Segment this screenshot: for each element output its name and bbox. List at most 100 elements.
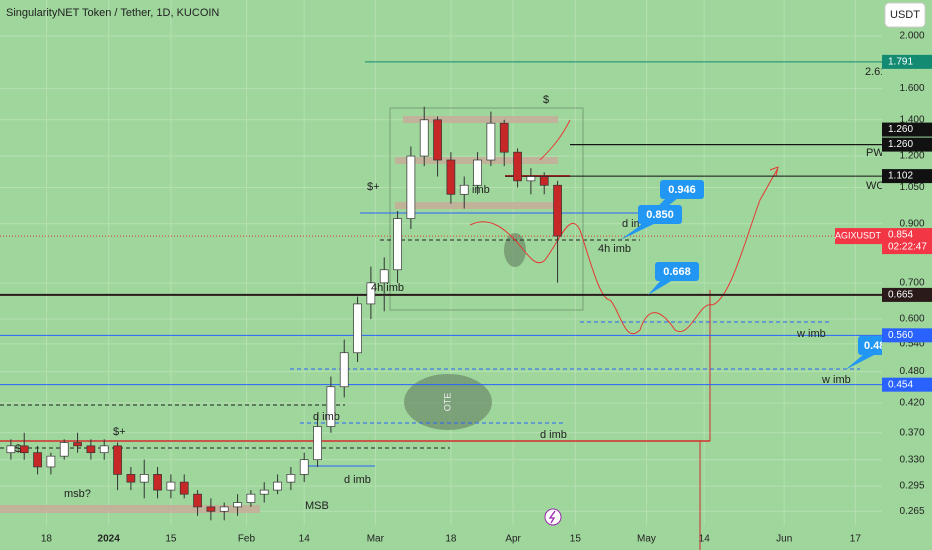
candle-body [379,269,389,284]
callout-label: 0.48 [864,340,885,352]
price-tag [882,169,932,184]
event-icon[interactable] [544,508,562,526]
price-tag [882,287,932,302]
annotation: $ [15,443,21,455]
annotation: w imb [821,374,851,386]
y-tick-label: 0.330 [899,454,924,465]
callout [655,262,699,281]
candle-body [433,119,442,161]
callout [858,336,884,355]
x-tick-label: 18 [41,534,53,545]
projection-path [469,119,779,334]
price-tag-label: 1.260 [888,139,913,150]
last-price-tag [882,228,932,255]
candle-body [353,303,362,354]
range-box [389,107,584,311]
y-tick-label: 0.700 [899,277,924,288]
currency-button[interactable] [884,2,926,28]
y-tick-label: 0.600 [899,314,924,325]
x-tick-label: 15 [165,534,177,545]
annotation: $+ [367,181,380,193]
x-tick-label: May [637,534,656,545]
candle-body [233,502,242,508]
x-tick-label: 18 [445,534,457,545]
callout-pointer [648,280,673,295]
y-tick-label: 0.540 [899,339,924,350]
y-tick-label: 0.295 [899,481,924,492]
candle-body [486,122,496,161]
candle-body [499,122,509,153]
x-tick-label: Jun [776,534,792,545]
last-price-label: 0.854 [888,230,913,241]
candle-body [246,493,256,503]
candle-body [73,442,82,447]
x-tick-label: Apr [505,534,521,545]
annotation: w imb [796,328,826,340]
x-tick-label: 2024 [98,534,121,545]
zone-marker [504,233,526,267]
annotation: MSB [305,500,329,512]
annotation: imb [472,184,490,196]
zone [0,505,260,513]
annotation: $ [543,94,549,106]
annotation: d imb [313,411,340,423]
y-tick-label: 2.000 [899,31,924,42]
candle-body [193,493,202,508]
candle-body [179,481,189,495]
x-tick-label: Feb [238,534,256,545]
zone [403,116,558,123]
candle-body [219,506,229,512]
candle-body [126,474,136,483]
candle-body [313,426,322,461]
candle-body [513,151,522,182]
y-tick-label: 1.600 [899,83,924,94]
candle-body [459,184,469,195]
x-tick-label: 17 [850,534,862,545]
y-tick-label: 0.370 [899,427,924,438]
candle-body [419,119,429,157]
candle-body [326,386,336,427]
price-tag [882,377,932,392]
y-tick-label: 0.900 [899,218,924,229]
annotation: 4h imb [598,243,631,255]
candle-body [339,352,349,388]
countdown-label: 02:22:47 [888,242,927,253]
y-tick-label: 0.265 [899,506,924,517]
candle-body [113,445,122,475]
candle-body [553,184,562,237]
annotation: d imb [540,429,567,441]
candle-body [446,159,456,195]
annotation: msb? [64,488,91,500]
x-tick-label: 15 [570,534,582,545]
callout-label: 0.946 [668,184,696,196]
price-axis [882,0,932,550]
levels [0,61,882,386]
price-tag [882,137,932,152]
candle-body [166,481,176,491]
price-tag-label: 0.665 [888,290,913,301]
callout [638,205,682,224]
candle-body [273,481,282,491]
candle-body [86,445,96,454]
candle-body [539,176,549,186]
y-tick-label: 1.200 [899,151,924,162]
callout [660,180,704,199]
candle-body [19,445,29,454]
chart-title: SingularityNET Token / Tether, 1D, KUCOI… [6,7,219,19]
price-tag [882,122,932,137]
candle-body [6,445,16,454]
currency-button-label[interactable]: USDT [890,9,920,21]
x-tick-label: 14 [699,534,711,545]
price-tag-label: 0.454 [888,379,913,390]
callout-pointer [620,223,656,240]
y-tick-label: 0.480 [899,366,924,377]
candle-body [406,155,416,219]
zone [395,202,558,209]
price-tag-label: 1.102 [888,171,913,182]
price-tag-label: 1.260 [888,124,913,135]
y-tick-label: 1.050 [899,182,924,193]
x-tick-label: Mar [367,534,385,545]
